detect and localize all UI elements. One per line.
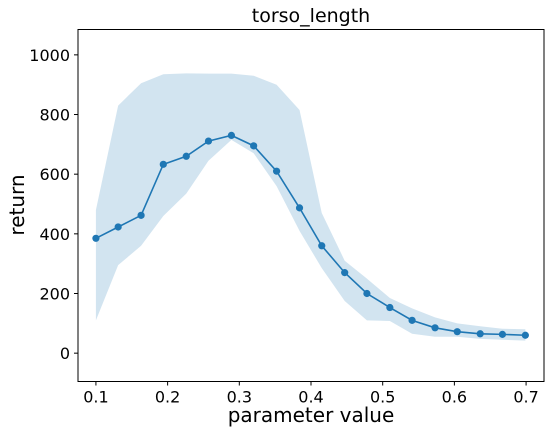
data-point xyxy=(431,324,439,332)
x-tick-label: 0.6 xyxy=(442,388,467,407)
y-tick-label: 200 xyxy=(39,285,70,304)
y-axis-ticks: 0 200 400 600 800 1000 xyxy=(29,46,78,363)
y-tick-label: 1000 xyxy=(29,46,70,65)
x-tick-label: 0.7 xyxy=(513,388,538,407)
data-point xyxy=(250,142,258,150)
x-tick-label: 0.4 xyxy=(298,388,323,407)
y-tick-label: 400 xyxy=(39,225,70,244)
y-tick-label: 600 xyxy=(39,165,70,184)
data-point xyxy=(476,330,484,338)
data-point xyxy=(204,137,213,145)
data-point xyxy=(295,204,304,212)
x-tick-label: 0.1 xyxy=(83,388,108,407)
x-axis-ticks: 0.1 0.2 0.3 0.4 0.5 0.6 0.7 xyxy=(83,381,539,407)
data-point xyxy=(272,167,281,175)
data-point xyxy=(408,316,416,324)
series-points-layer xyxy=(92,131,529,339)
data-point xyxy=(114,223,122,231)
data-point xyxy=(521,331,529,339)
data-point xyxy=(386,303,394,312)
y-axis-label: return xyxy=(5,174,29,235)
data-point xyxy=(182,152,190,160)
confidence-band-layer xyxy=(95,73,526,341)
y-tick-label: 0 xyxy=(60,344,70,363)
data-point xyxy=(92,234,100,242)
x-tick-label: 0.5 xyxy=(370,388,395,407)
data-point xyxy=(453,328,461,336)
data-point xyxy=(363,289,371,298)
series-line xyxy=(95,134,526,337)
data-point xyxy=(341,269,349,277)
data-point xyxy=(159,160,167,168)
y-tick-label: 800 xyxy=(39,106,70,125)
x-tick-label: 0.3 xyxy=(227,388,252,407)
x-axis-label: parameter value xyxy=(228,403,395,427)
chart-title: torso_length xyxy=(252,5,370,27)
data-point xyxy=(137,211,145,219)
confidence-band xyxy=(95,73,526,341)
data-point xyxy=(318,242,326,250)
x-tick-label: 0.2 xyxy=(155,388,180,407)
data-point xyxy=(498,330,507,338)
series-line-layer xyxy=(95,134,526,337)
data-point xyxy=(227,131,236,139)
